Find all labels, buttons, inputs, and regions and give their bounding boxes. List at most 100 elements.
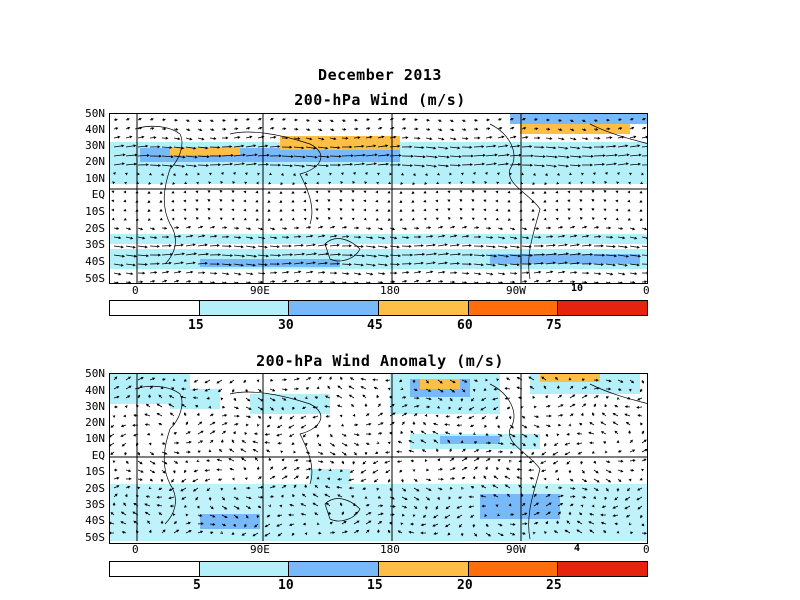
wind-arrow xyxy=(339,208,343,211)
wind-arrow xyxy=(581,478,588,483)
wind-arrow xyxy=(264,433,271,436)
wind-arrow xyxy=(413,244,424,248)
wind-arrow xyxy=(521,227,528,231)
wind-arrow xyxy=(231,532,235,535)
wind-arrow xyxy=(317,172,321,176)
wind-arrow xyxy=(636,405,643,409)
wind-arrow xyxy=(603,190,607,193)
wind-arrow xyxy=(497,153,510,157)
wind-arrow xyxy=(629,439,633,444)
wind-arrow xyxy=(221,281,227,283)
wind-arrow xyxy=(540,460,547,464)
wind-arrow xyxy=(581,128,587,132)
wind-arrow xyxy=(341,226,348,229)
wind-arrow xyxy=(279,415,283,420)
wind-arrow xyxy=(389,144,401,148)
wind-arrow xyxy=(449,155,462,159)
wind-arrow xyxy=(401,145,413,149)
wind-arrow xyxy=(588,521,595,525)
wind-arrow xyxy=(329,271,338,275)
wind-arrow xyxy=(521,433,528,438)
wind-arrow xyxy=(617,450,622,453)
wind-arrow xyxy=(435,190,439,194)
wind-arrow xyxy=(245,388,248,393)
wind-arrow xyxy=(221,226,228,230)
wind-arrow xyxy=(437,477,444,481)
wind-arrow xyxy=(328,511,331,516)
wind-arrow xyxy=(624,413,631,417)
wind-arrow xyxy=(233,118,238,122)
wind-arrow xyxy=(629,172,632,176)
wind-arrow xyxy=(172,469,176,474)
wind-arrow xyxy=(293,226,300,230)
wind-arrow xyxy=(603,529,607,534)
wind-arrow xyxy=(497,523,503,527)
wind-arrow xyxy=(113,405,118,409)
wind-arrow xyxy=(221,430,227,435)
wind-arrow xyxy=(616,440,620,444)
wind-arrow xyxy=(485,171,488,175)
wind-arrow xyxy=(497,227,504,231)
wind-arrow xyxy=(353,226,360,230)
colorbar-bin xyxy=(468,562,559,576)
wind-arrow xyxy=(605,226,612,230)
wind-arrow xyxy=(533,442,536,447)
wind-arrow xyxy=(533,279,540,283)
wind-arrow xyxy=(372,378,379,382)
wind-arrow xyxy=(497,458,501,462)
wind-arrow xyxy=(413,173,416,177)
colorbar-label: 45 xyxy=(367,318,383,333)
wind-arrow xyxy=(468,406,475,411)
wind-arrow xyxy=(209,531,214,535)
wind-arrow xyxy=(324,395,331,399)
wind-arrow xyxy=(533,118,538,121)
wind-arrow xyxy=(401,279,408,283)
wind-arrow xyxy=(185,119,190,122)
wind-arrow xyxy=(605,387,612,391)
colorbar-bin xyxy=(558,301,648,315)
wind-arrow xyxy=(567,199,571,203)
wind-arrow xyxy=(485,245,496,249)
wind-arrow xyxy=(365,227,372,230)
wind-arrow xyxy=(480,406,487,411)
wind-arrow xyxy=(413,404,420,408)
wind-arrow xyxy=(364,451,368,456)
wind-arrow xyxy=(447,532,451,536)
wind-arrow xyxy=(461,234,470,238)
wind-arrow xyxy=(113,476,120,480)
wind-arrow xyxy=(545,279,552,283)
wind-arrow xyxy=(293,450,297,454)
wind-arrow xyxy=(277,441,283,445)
wind-arrow xyxy=(339,190,343,193)
wind-arrow xyxy=(483,388,487,391)
wind-arrow xyxy=(257,486,264,489)
lat-label: EQ xyxy=(91,449,105,462)
wind-arrow xyxy=(437,379,443,384)
wind-arrow xyxy=(483,475,487,480)
wind-arrow xyxy=(627,217,631,221)
wind-arrow xyxy=(233,245,244,249)
wind-arrow xyxy=(317,442,322,447)
wind-arrow xyxy=(208,405,212,409)
wind-arrow xyxy=(389,236,398,240)
wind-arrow xyxy=(509,144,521,148)
wind-arrow xyxy=(593,136,601,140)
wind-arrow xyxy=(329,137,337,141)
colorbar-label: 60 xyxy=(457,318,473,333)
wind-arrow xyxy=(209,262,220,266)
wind-arrow xyxy=(365,127,371,130)
wind-arrow xyxy=(497,272,506,276)
wind-arrow xyxy=(600,521,607,525)
wind-arrow xyxy=(435,199,439,203)
wind-arrow xyxy=(317,468,322,472)
wind-arrow xyxy=(637,397,643,401)
wind-arrow xyxy=(254,457,259,462)
wind-arrow xyxy=(365,413,370,417)
wind-arrow xyxy=(281,173,284,176)
wind-arrow xyxy=(413,146,425,149)
wind-arrow xyxy=(581,469,585,474)
wind-arrow xyxy=(509,236,518,240)
wind-arrow xyxy=(497,450,504,454)
wind-arrow xyxy=(329,128,335,132)
wind-arrow xyxy=(316,433,320,438)
